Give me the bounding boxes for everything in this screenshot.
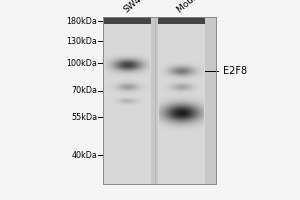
Text: 70kDa: 70kDa [71,86,98,95]
Bar [158,17,205,184]
Bar [104,17,151,184]
Text: 130kDa: 130kDa [67,36,98,46]
Bar [103,17,216,184]
Text: E2F8: E2F8 [224,66,248,76]
Text: Mouse testis: Mouse testis [176,0,225,15]
Text: SW480: SW480 [122,0,152,15]
Text: 40kDa: 40kDa [72,150,98,160]
Text: 100kDa: 100kDa [67,58,98,68]
Bar [104,17,151,24]
Text: 180kDa: 180kDa [67,17,98,25]
Bar [103,17,216,184]
Text: 55kDa: 55kDa [71,112,98,121]
Bar [158,17,205,24]
